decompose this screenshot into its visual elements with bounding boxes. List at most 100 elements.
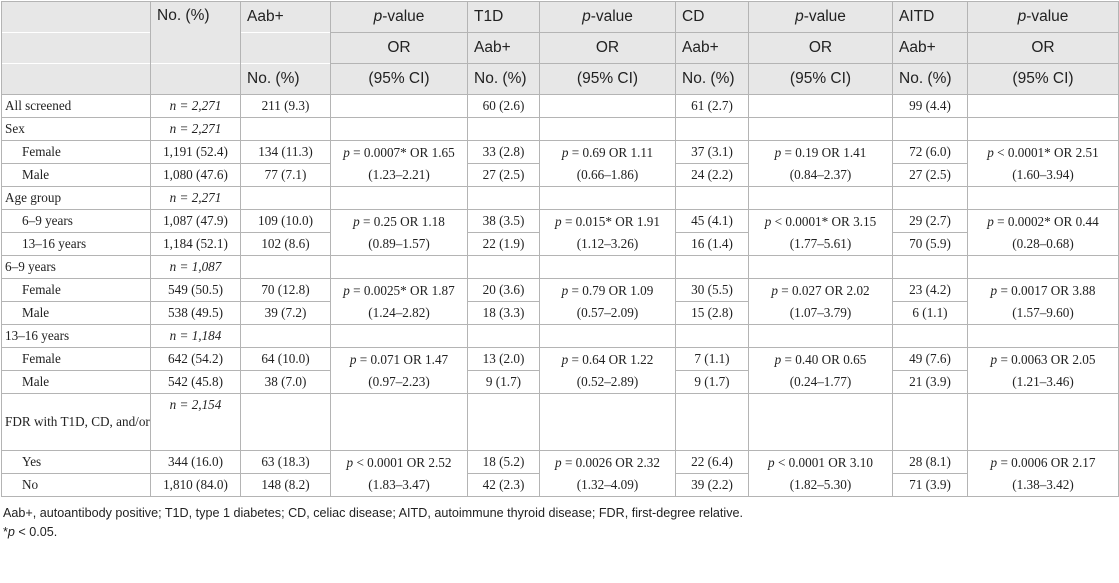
- n-cell: n = 2,271: [150, 94, 241, 118]
- section-row: Age group n = 2,271: [1, 186, 1119, 210]
- stat-cell: p = 0.0002* OR 0.44 (0.28–0.68): [967, 209, 1119, 256]
- aab-cell: 77 (7.1): [240, 163, 331, 187]
- aab-cell: 63 (18.3): [240, 450, 331, 474]
- table-row: All screened n = 2,271 211 (9.3) 60 (2.6…: [1, 94, 1119, 118]
- cd-cell: 15 (2.8): [675, 301, 749, 325]
- aab-cell: 70 (12.8): [240, 278, 331, 302]
- header-ci-aitd: (95% CI): [967, 63, 1119, 95]
- stat-cell: p < 0.0001* OR 3.15 (1.77–5.61): [748, 209, 893, 256]
- stat-cell: [967, 94, 1119, 118]
- header-cd-no-pct: No. (%): [675, 63, 749, 95]
- aab-cell: 64 (10.0): [240, 347, 331, 371]
- header-ci-aab: (95% CI): [330, 63, 468, 95]
- table-row: No 1,810 (84.0) 148 (8.2) 42 (2.3) 39 (2…: [1, 473, 1119, 497]
- row-label: Male: [1, 301, 151, 325]
- header-row-2: OR Aab+ OR Aab+ OR Aab+ OR: [1, 32, 1119, 64]
- stat-cell: p = 0.0006 OR 2.17 (1.38–3.42): [967, 450, 1119, 497]
- no-cell: 1,087 (47.9): [150, 209, 241, 233]
- header-aitd-aabplus: Aab+: [892, 32, 968, 64]
- stat-cell: p = 0.015* OR 1.91 (1.12–3.26): [539, 209, 676, 256]
- section-label: Sex: [1, 117, 151, 141]
- section-row: FDR with T1D, CD, and/or AITD n = 2,154: [1, 393, 1119, 451]
- stat-cell: [330, 94, 468, 118]
- table-row: Male 542 (45.8) 38 (7.0) 9 (1.7) 9 (1.7)…: [1, 370, 1119, 394]
- row-label: 13–16 years: [1, 232, 151, 256]
- table-row: Female 1,191 (52.4) 134 (11.3) p = 0.000…: [1, 140, 1119, 187]
- stat-cell: p = 0.0007* OR 1.65 (1.23–2.21): [330, 140, 468, 187]
- abbreviations-note: Aab+, autoantibody positive; T1D, type 1…: [3, 506, 744, 520]
- cd-cell: 45 (4.1): [675, 209, 749, 233]
- significance-note: *p < 0.05.: [3, 525, 58, 539]
- header-aitd-no-pct: No. (%): [892, 63, 968, 95]
- aab-cell: 211 (9.3): [240, 94, 331, 118]
- n-cell: n = 2,154: [150, 393, 241, 451]
- cd-cell: 7 (1.1): [675, 347, 749, 371]
- section-label: FDR with T1D, CD, and/or AITD: [1, 393, 151, 451]
- row-label: Male: [1, 370, 151, 394]
- header-row-3: No. (%) (95% CI) No. (%) (95% CI) No. (%…: [1, 63, 1119, 95]
- results-table: No. (%) Aab+ p-value T1D p-value CD p-va…: [1, 1, 1119, 497]
- row-label: Female: [1, 347, 151, 371]
- table-footnotes: Aab+, autoantibody positive; T1D, type 1…: [3, 504, 1118, 542]
- aab-cell: 109 (10.0): [240, 209, 331, 233]
- header-cd: CD: [675, 1, 749, 33]
- header-aab: Aab+: [240, 1, 331, 33]
- no-cell: 549 (50.5): [150, 278, 241, 302]
- aitd-cell: 29 (2.7): [892, 209, 968, 233]
- row-label: No: [1, 473, 151, 497]
- stat-cell: p = 0.64 OR 1.22 (0.52–2.89): [539, 347, 676, 394]
- header-pvalue-aab: p-value: [330, 1, 468, 33]
- header-empty-cell: [1, 32, 151, 64]
- no-cell: 538 (49.5): [150, 301, 241, 325]
- header-or-aitd: OR: [967, 32, 1119, 64]
- n-cell: n = 2,271: [150, 117, 241, 141]
- t1d-cell: 22 (1.9): [467, 232, 540, 256]
- t1d-cell: 13 (2.0): [467, 347, 540, 371]
- t1d-cell: 38 (3.5): [467, 209, 540, 233]
- row-label: 6–9 years: [1, 209, 151, 233]
- stat-cell: [748, 94, 893, 118]
- no-cell: 1,810 (84.0): [150, 473, 241, 497]
- stat-cell: p = 0.25 OR 1.18 (0.89–1.57): [330, 209, 468, 256]
- stat-cell: p = 0.0026 OR 2.32 (1.32–4.09): [539, 450, 676, 497]
- table-row: Male 1,080 (47.6) 77 (7.1) 27 (2.5) 24 (…: [1, 163, 1119, 187]
- stat-cell: p = 0.69 OR 1.11 (0.66–1.86): [539, 140, 676, 187]
- table-row: Female 549 (50.5) 70 (12.8) p = 0.0025* …: [1, 278, 1119, 325]
- cd-cell: 24 (2.2): [675, 163, 749, 187]
- cd-cell: 22 (6.4): [675, 450, 749, 474]
- t1d-cell: 18 (5.2): [467, 450, 540, 474]
- cd-cell: 30 (5.5): [675, 278, 749, 302]
- n-cell: n = 1,087: [150, 255, 241, 279]
- no-cell: 642 (54.2): [150, 347, 241, 371]
- no-cell: 1,184 (52.1): [150, 232, 241, 256]
- section-row: 6–9 years n = 1,087: [1, 255, 1119, 279]
- header-pvalue-cd: p-value: [748, 1, 893, 33]
- table-row: Male 538 (49.5) 39 (7.2) 18 (3.3) 15 (2.…: [1, 301, 1119, 325]
- table-row: Yes 344 (16.0) 63 (18.3) p < 0.0001 OR 2…: [1, 450, 1119, 497]
- t1d-cell: 9 (1.7): [467, 370, 540, 394]
- aab-cell: 38 (7.0): [240, 370, 331, 394]
- n-cell: n = 2,271: [150, 186, 241, 210]
- stat-cell: p = 0.79 OR 1.09 (0.57–2.09): [539, 278, 676, 325]
- header-empty-cell: [240, 32, 331, 64]
- header-empty-cell: [150, 63, 241, 95]
- stat-cell: p < 0.0001 OR 2.52 (1.83–3.47): [330, 450, 468, 497]
- header-ci-cd: (95% CI): [748, 63, 893, 95]
- section-row: 13–16 years n = 1,184: [1, 324, 1119, 348]
- n-cell: n = 1,184: [150, 324, 241, 348]
- section-label: 13–16 years: [1, 324, 151, 348]
- header-aab-no-pct: No. (%): [240, 63, 331, 95]
- header-empty-cell: [1, 63, 151, 95]
- no-cell: 1,080 (47.6): [150, 163, 241, 187]
- aitd-cell: 71 (3.9): [892, 473, 968, 497]
- cd-cell: 61 (2.7): [675, 94, 749, 118]
- header-empty-cell: [1, 1, 151, 33]
- cd-cell: 9 (1.7): [675, 370, 749, 394]
- table-row: 6–9 years 1,087 (47.9) 109 (10.0) p = 0.…: [1, 209, 1119, 256]
- header-ci-t1d: (95% CI): [539, 63, 676, 95]
- t1d-cell: 27 (2.5): [467, 163, 540, 187]
- t1d-cell: 18 (3.3): [467, 301, 540, 325]
- aitd-cell: 70 (5.9): [892, 232, 968, 256]
- no-cell: 542 (45.8): [150, 370, 241, 394]
- stat-cell: p = 0.0063 OR 2.05 (1.21–3.46): [967, 347, 1119, 394]
